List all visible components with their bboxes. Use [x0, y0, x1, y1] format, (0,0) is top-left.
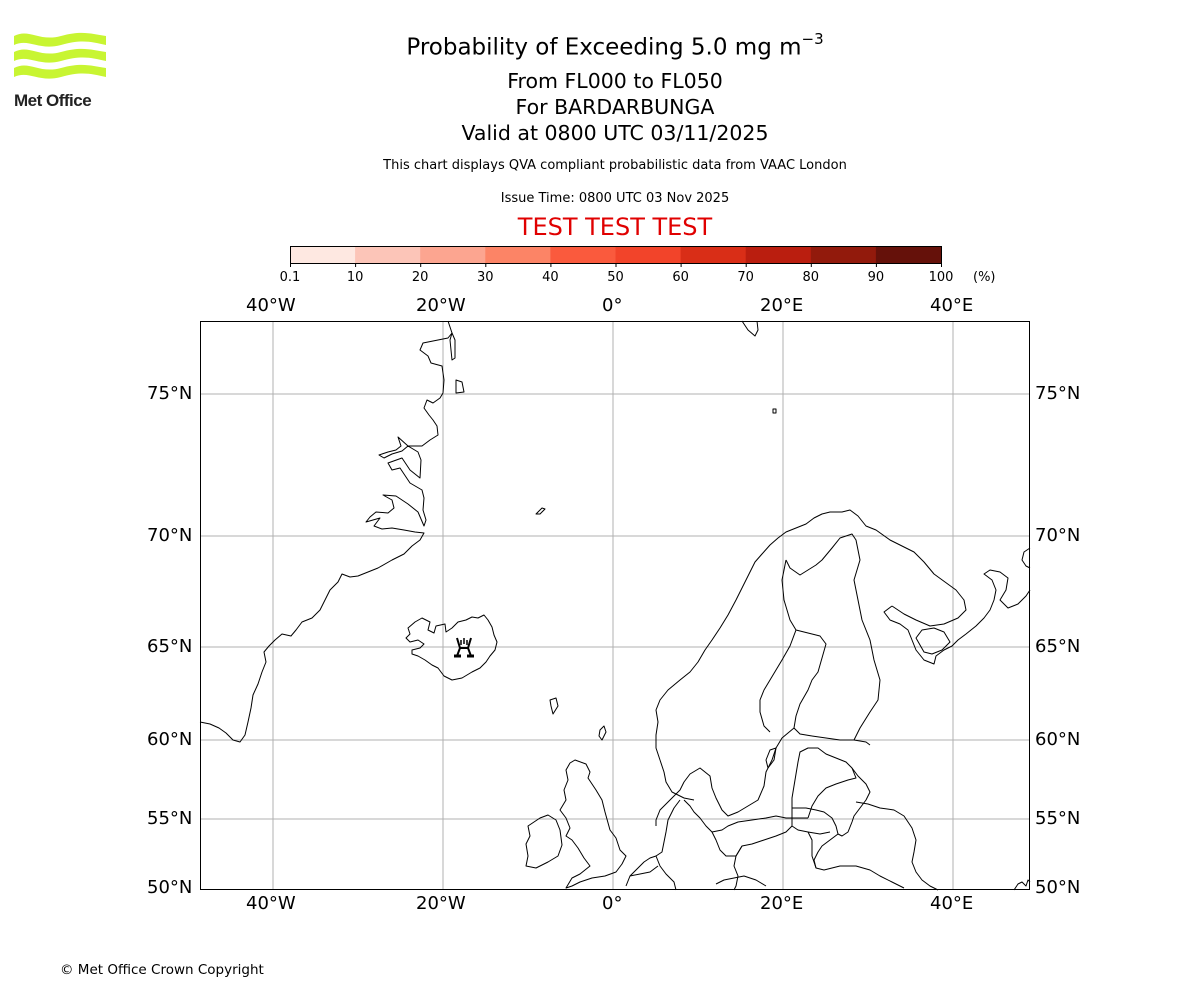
chart-title: Probability of Exceeding 5.0 mg m−3	[0, 26, 1200, 63]
colorbar-tick-label: 60	[672, 270, 689, 285]
coastline-ireland	[525, 814, 563, 869]
lon-label-top-0: 0°	[602, 295, 623, 316]
colorbar-bin-1	[355, 246, 421, 263]
lon-label-top-40w: 40°W	[246, 295, 296, 316]
lat-label-left-70n: 70°N	[147, 525, 193, 546]
colorbar-bin-8	[810, 246, 877, 263]
colorbar-bin-3	[485, 246, 551, 263]
logo-text: Met Office	[14, 91, 92, 110]
colorbar-tick-label: 70	[737, 270, 754, 285]
colorbar-tick-label: 90	[867, 270, 885, 285]
lat-label-right-50n: 50°N	[1035, 877, 1081, 898]
volcano-name: For BARDARBUNGA	[515, 94, 715, 119]
colorbar-bin-0	[290, 246, 356, 263]
copyright-notice: © Met Office Crown Copyright	[60, 962, 264, 978]
lat-label-left-75n: 75°N	[147, 383, 193, 404]
lon-label-bottom-0: 0°	[602, 893, 623, 914]
met-office-logo: Met Office	[14, 30, 109, 112]
colorbar-tick-label: 40	[542, 270, 559, 285]
issue-time: Issue Time: 0800 UTC 03 Nov 2025	[500, 191, 730, 206]
colorbar-unit: (%)	[973, 270, 996, 285]
chart-description: This chart displays QVA compliant probab…	[383, 158, 847, 173]
map-frame	[200, 321, 1030, 890]
gridlines	[200, 321, 1030, 890]
colorbar	[290, 246, 942, 267]
lat-label-right-65n: 65°N	[1035, 636, 1081, 657]
colorbar-tick-label: 20	[411, 270, 429, 285]
lat-label-right-55n: 55°N	[1035, 808, 1081, 829]
met-office-waves-icon	[14, 32, 106, 79]
lon-label-bottom-20w: 20°W	[416, 893, 466, 914]
colorbar-bin-7	[745, 246, 812, 263]
colorbar-tick-label: 50	[607, 270, 624, 285]
title-text: Probability of Exceeding 5.0 mg m	[406, 34, 802, 61]
lon-label-bottom-20e: 20°E	[760, 893, 804, 914]
colorbar-tick-label: 0.1	[279, 270, 301, 285]
coastline-iceland	[405, 614, 498, 681]
chart-title-block: Probability of Exceeding 5.0 mg m−3 From…	[0, 26, 1200, 146]
colorbar-tick-label: 30	[477, 270, 494, 285]
lon-label-top-40e: 40°E	[930, 295, 974, 316]
lon-label-top-20e: 20°E	[760, 295, 804, 316]
coastline-great-britain	[559, 759, 627, 889]
colorbar-bin-6	[680, 246, 747, 263]
flight-level-range: From FL000 to FL050	[507, 68, 723, 93]
lat-label-left-55n: 55°N	[147, 808, 193, 829]
coastline-greenland	[199, 320, 453, 743]
test-banner: TEST TEST TEST	[517, 213, 713, 241]
coastlines	[199, 320, 1031, 891]
colorbar-bin-9	[875, 246, 942, 263]
lon-label-top-20w: 20°W	[416, 295, 466, 316]
colorbar-tick-label: 100	[928, 270, 954, 285]
lon-label-bottom-40w: 40°W	[246, 893, 296, 914]
lat-label-right-70n: 70°N	[1035, 525, 1081, 546]
volcano-icon	[454, 637, 474, 658]
lon-label-bottom-40e: 40°E	[930, 893, 974, 914]
colorbar-tick-label: 80	[802, 270, 820, 285]
colorbar-bin-2	[420, 246, 486, 263]
lat-label-right-60n: 60°N	[1035, 729, 1081, 750]
lat-label-left-65n: 65°N	[147, 636, 193, 657]
colorbar-tick-label: 10	[346, 270, 364, 285]
lat-label-left-50n: 50°N	[147, 877, 193, 898]
colorbar-bin-5	[615, 246, 682, 263]
title-exponent: −3	[801, 30, 824, 48]
lat-label-right-75n: 75°N	[1035, 383, 1081, 404]
lat-label-left-60n: 60°N	[147, 729, 193, 750]
coastline-scandinavia	[655, 509, 967, 761]
valid-time: Valid at 0800 UTC 03/11/2025	[461, 120, 769, 145]
colorbar-bin-4	[550, 246, 616, 263]
